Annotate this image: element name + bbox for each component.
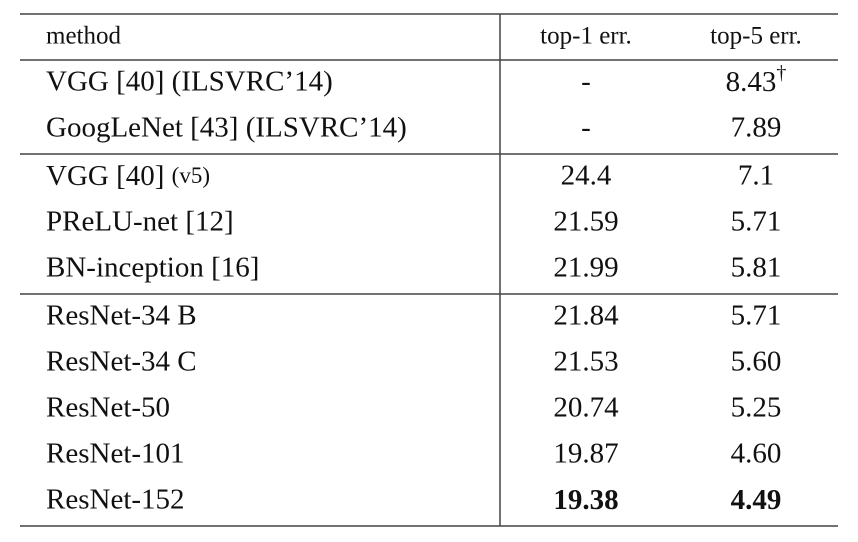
value-cell: 4.60: [731, 438, 782, 470]
value-cell: 5.81: [731, 252, 782, 284]
method-cell: ResNet-101: [46, 438, 185, 470]
value-cell: 19.87: [553, 438, 618, 470]
value-cell: 19.38: [553, 484, 618, 516]
value-cell: 5.25: [731, 392, 782, 424]
value-cell: 5.71: [731, 206, 782, 238]
method-cell: VGG [40] (ILSVRC’14): [46, 66, 333, 98]
header-cell: top-5 err.: [710, 23, 802, 50]
method-cell: PReLU-net [12]: [46, 206, 234, 238]
method-cell: BN-inception [16]: [46, 252, 259, 284]
header-cell: method: [46, 23, 121, 50]
value-cell: 21.99: [553, 252, 618, 284]
value-cell: 5.60: [731, 346, 782, 378]
version-note: (v5): [172, 163, 210, 188]
value-cell: 21.59: [553, 206, 618, 238]
value-cell: 7.1: [738, 160, 774, 192]
method-cell: ResNet-34 B: [46, 300, 197, 332]
method-cell: VGG [40] (v5): [46, 160, 210, 192]
value-cell: 7.89: [731, 112, 782, 144]
cell-text: VGG [40]: [46, 160, 164, 192]
cell-text: 19.38: [553, 484, 618, 516]
value-cell: 21.53: [553, 346, 618, 378]
header-cell: top-1 err.: [540, 23, 632, 50]
value-cell: 21.84: [553, 300, 619, 332]
cell-text: 4.49: [731, 484, 782, 516]
value-cell: 24.4: [561, 160, 612, 192]
value-cell: 8.43†: [726, 62, 787, 98]
cell-text: 8.43: [726, 66, 777, 98]
value-cell: -: [581, 66, 591, 98]
value-cell: -: [581, 112, 591, 144]
method-cell: ResNet-152: [46, 484, 185, 516]
method-cell: ResNet-34 C: [46, 346, 197, 378]
value-cell: 5.71: [731, 300, 782, 332]
footnote-mark: †: [776, 62, 786, 84]
value-cell: 20.74: [553, 392, 619, 424]
value-cell: 4.49: [731, 484, 782, 516]
method-cell: ResNet-50: [46, 392, 170, 424]
method-cell: GoogLeNet [43] (ILSVRC’14): [46, 112, 407, 144]
